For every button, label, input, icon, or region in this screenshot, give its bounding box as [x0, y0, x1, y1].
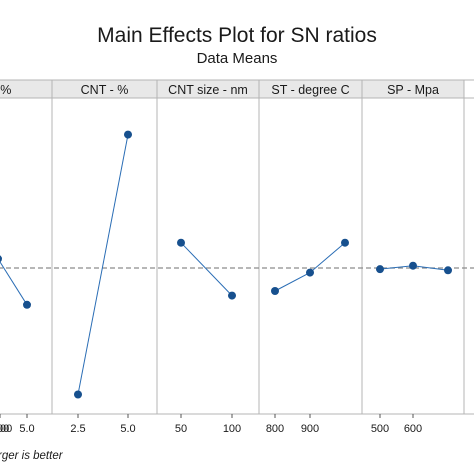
- panel-label: CNT size - nm: [168, 83, 248, 97]
- x-tick-label: 1000: [0, 423, 12, 435]
- x-tick-label: 100: [223, 423, 241, 435]
- data-point: [177, 238, 185, 247]
- data-point: [124, 130, 132, 139]
- x-tick-label: 600: [404, 423, 422, 435]
- data-point: [23, 300, 31, 309]
- panel-label: CNT - %: [81, 83, 129, 97]
- series-line: [180, 242, 233, 296]
- x-tick-label: 5.0: [19, 423, 34, 435]
- data-point: [376, 265, 384, 274]
- data-point: [341, 238, 349, 247]
- chart-subtitle: Data Means: [197, 50, 278, 67]
- series-line: [274, 242, 346, 292]
- data-point: [444, 266, 452, 275]
- x-tick-label: 900: [301, 423, 319, 435]
- chart-title: Main Effects Plot for SN ratios: [97, 24, 377, 47]
- data-point: [0, 255, 2, 263]
- x-tick-label: 500: [371, 423, 389, 435]
- data-point: [271, 287, 279, 295]
- x-tick-label: 5.0: [120, 423, 135, 435]
- x-tick-label: 50: [175, 423, 187, 435]
- series-line: [0, 261, 28, 306]
- panel-label: SP - Mpa: [387, 83, 439, 97]
- x-tick-label: 700: [0, 423, 9, 435]
- plot-area: - % 5.0 CNT - % 2.5 5.0 CNT size - nm 50 100 ST …: [0, 79, 474, 435]
- data-point: [74, 390, 82, 399]
- data-point: [228, 291, 236, 300]
- x-tick-label: 2.5: [70, 423, 85, 435]
- x-tick-label: 800: [266, 423, 284, 435]
- data-point: [409, 261, 417, 270]
- footnote: rger is better: [0, 450, 64, 462]
- series-line: [77, 134, 129, 395]
- panel-label: - %: [0, 83, 11, 97]
- panel-header-band: [0, 80, 464, 98]
- data-point: [306, 268, 314, 277]
- panel-label: ST - degree C: [271, 83, 349, 97]
